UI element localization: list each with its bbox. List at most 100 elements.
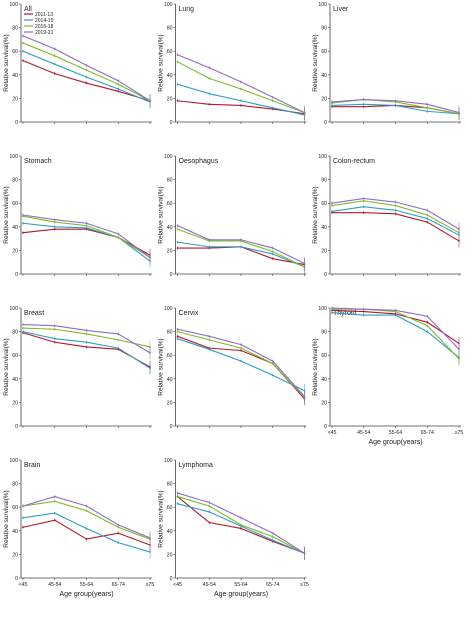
y-tick-label: 0 — [15, 120, 18, 126]
y-axis-label: Relative survival(%) — [312, 338, 319, 395]
y-tick-label: 0 — [324, 424, 327, 430]
y-tick-label: 100 — [9, 154, 18, 160]
series-line-2016-18 — [22, 42, 151, 102]
y-tick-label: 0 — [324, 120, 327, 126]
data-point — [271, 362, 274, 365]
y-tick-label: 60 — [167, 49, 173, 55]
y-tick-label: 60 — [12, 49, 18, 55]
data-point — [331, 202, 333, 205]
x-tick-label: ≥75 — [146, 582, 155, 588]
data-point — [176, 328, 179, 331]
data-point — [240, 104, 242, 107]
data-point — [149, 256, 151, 259]
data-point — [362, 103, 365, 106]
y-tick-label: 20 — [321, 96, 327, 102]
legend-entry: 2011-13 — [35, 12, 53, 18]
data-point — [394, 314, 397, 316]
data-point — [271, 539, 274, 542]
y-tick-label: 20 — [321, 248, 327, 254]
data-point — [394, 104, 397, 107]
panel-title: Lung — [179, 6, 195, 13]
data-point — [22, 222, 24, 225]
data-point — [117, 79, 120, 82]
x-tick-label: ≥75 — [455, 430, 464, 436]
legend-entry: 2019-21 — [35, 30, 54, 36]
data-point — [117, 88, 120, 90]
y-tick-label: 0 — [15, 272, 18, 278]
y-tick-label: 40 — [167, 225, 173, 231]
y-tick-label: 80 — [167, 330, 173, 336]
data-point — [271, 106, 274, 109]
data-point — [22, 327, 24, 329]
data-point — [271, 96, 274, 99]
panel-title: Brain — [24, 462, 40, 469]
y-axis-label: Relative survival(%) — [3, 186, 10, 243]
x-tick-label: <45 — [19, 582, 28, 588]
data-point — [22, 59, 24, 62]
y-tick-label: 60 — [12, 505, 18, 511]
series-line-2014-15 — [22, 331, 151, 369]
data-point — [240, 88, 242, 90]
data-point — [117, 347, 120, 350]
data-point — [53, 218, 56, 221]
data-point — [303, 111, 306, 114]
data-point — [117, 232, 120, 235]
data-point — [85, 227, 88, 229]
data-point — [85, 509, 88, 512]
panel-colon-rectum: 0 20 40 60 80 100 Relative survival(%) Colon-re… — [312, 154, 461, 278]
series-line-2011-13 — [22, 228, 151, 256]
y-axis-label: Relative survival(%) — [312, 34, 319, 91]
data-point — [22, 50, 24, 53]
y-tick-label: 80 — [12, 482, 18, 488]
panel-grid: 0 20 40 60 80 100 Relative survival(%) All2011-… — [3, 2, 463, 598]
data-point — [240, 516, 242, 519]
data-point — [362, 98, 365, 101]
panel-title: Stomach — [24, 158, 52, 165]
data-point — [331, 307, 333, 309]
y-tick-label: 20 — [12, 96, 18, 102]
data-point — [117, 338, 120, 341]
data-point — [331, 204, 333, 207]
data-point — [53, 337, 56, 340]
y-tick-label: 100 — [9, 306, 18, 312]
panel-title: Cervix — [179, 310, 199, 317]
data-point — [117, 541, 120, 544]
data-point — [303, 262, 306, 265]
data-point — [240, 527, 242, 530]
y-tick-label: 60 — [167, 353, 173, 359]
data-point — [176, 241, 179, 244]
x-tick-label: 65-74 — [266, 582, 279, 588]
data-point — [362, 310, 365, 313]
data-point — [271, 532, 274, 535]
data-point — [240, 360, 242, 362]
data-point — [426, 315, 429, 318]
data-point — [240, 99, 242, 102]
panel-title: Lymphoma — [179, 462, 213, 469]
data-point — [271, 257, 274, 260]
series-line-2019-21 — [177, 54, 305, 114]
data-point — [426, 221, 429, 223]
data-point — [271, 250, 274, 253]
data-point — [85, 346, 88, 348]
data-point — [176, 502, 179, 505]
y-tick-label: 40 — [167, 73, 173, 79]
data-point — [208, 92, 211, 95]
y-tick-label: 40 — [167, 529, 173, 535]
data-point — [303, 395, 306, 398]
data-point — [271, 247, 274, 249]
y-tick-label: 20 — [167, 248, 173, 254]
data-point — [458, 357, 460, 360]
y-axis-label: Relative survival(%) — [158, 186, 165, 243]
data-point — [426, 106, 429, 109]
data-point — [117, 524, 120, 526]
panel-title: Colon-rectum — [333, 158, 375, 165]
y-tick-label: 60 — [12, 201, 18, 207]
y-tick-label: 0 — [170, 576, 173, 582]
y-tick-label: 40 — [12, 529, 18, 535]
data-point — [53, 63, 56, 66]
data-point — [271, 535, 274, 538]
y-tick-label: 40 — [321, 225, 327, 231]
